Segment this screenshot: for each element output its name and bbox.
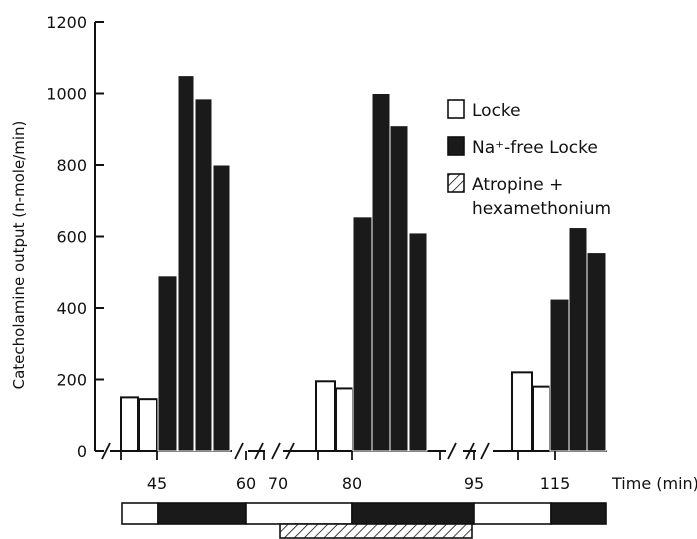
bar-na-free-8	[408, 232, 428, 452]
perfusion-segment-5	[473, 502, 552, 525]
legend-label-filled: Na⁺-free Locke	[472, 138, 598, 158]
y-tick-label-200: 200	[56, 371, 87, 390]
bar-na-free-1	[157, 275, 178, 452]
perfusion-segment-2	[157, 502, 247, 525]
drug-period-hatched	[279, 523, 473, 539]
perfusion-segment-3	[245, 502, 353, 525]
bar-na-free-5	[352, 216, 373, 452]
axis-break-1	[234, 442, 244, 460]
x-tick-label-95: 95	[464, 474, 484, 493]
x-tick-label-45: 45	[147, 474, 167, 493]
legend-swatch-open	[447, 99, 465, 119]
bar-na-free-3	[194, 98, 213, 452]
y-tick-label-800: 800	[56, 156, 87, 175]
ticks: 0 200 400 600 800 1000 1200 45 60 70 80 95 115	[46, 13, 570, 493]
bar-locke-6	[532, 385, 551, 452]
bars	[120, 75, 607, 453]
perfusion-segment-6	[550, 502, 607, 525]
axis-break-7	[480, 442, 490, 460]
perfusion-bar	[121, 502, 607, 539]
legend: Locke Na⁺-free Locke Atropine + hexamethoni…	[447, 99, 611, 219]
bar-locke-2	[138, 398, 158, 453]
bar-na-free-2	[177, 75, 195, 452]
legend-swatch-hatched	[447, 173, 465, 193]
bar-na-free-4	[212, 164, 231, 452]
x-tick-label-115: 115	[540, 474, 571, 493]
perfusion-segment-1	[121, 502, 159, 525]
y-tick-label-400: 400	[56, 299, 87, 318]
bar-na-free-7	[389, 125, 409, 452]
x-axis-label: Time (min)	[611, 474, 697, 493]
y-tick-label-0: 0	[77, 442, 87, 461]
bar-na-free-11	[586, 252, 607, 452]
legend-label-open: Locke	[472, 101, 521, 121]
axis-break-4	[285, 442, 295, 460]
x-tick-label-60: 60	[236, 474, 256, 493]
y-tick-label-600: 600	[56, 228, 87, 247]
bar-locke-1	[120, 396, 139, 452]
bar-na-free-9	[549, 298, 570, 452]
axis-break-3	[271, 442, 281, 460]
y-tick-label-1000: 1000	[46, 85, 87, 104]
y-tick-label-1200: 1200	[46, 13, 87, 32]
axis-break-5	[447, 442, 457, 460]
bar-locke-5	[511, 371, 533, 453]
legend-swatch-filled	[447, 136, 465, 156]
legend-label-hatched-line2: hexamethonium	[472, 199, 611, 219]
x-tick-label-80: 80	[342, 474, 362, 493]
axis-break-6	[465, 442, 475, 460]
legend-label-hatched: Atropine +	[472, 175, 563, 195]
bar-na-free-10	[568, 227, 588, 452]
axis-break-0	[101, 442, 111, 460]
perfusion-segment-4	[351, 502, 475, 525]
bar-locke-4	[335, 387, 354, 452]
bar-na-free-6	[371, 93, 391, 452]
axis-break-2	[254, 442, 264, 460]
bar-locke-3	[315, 380, 336, 453]
y-axis-label: Catecholamine output (n-mole/min)	[10, 121, 28, 390]
x-tick-label-70: 70	[268, 474, 288, 493]
